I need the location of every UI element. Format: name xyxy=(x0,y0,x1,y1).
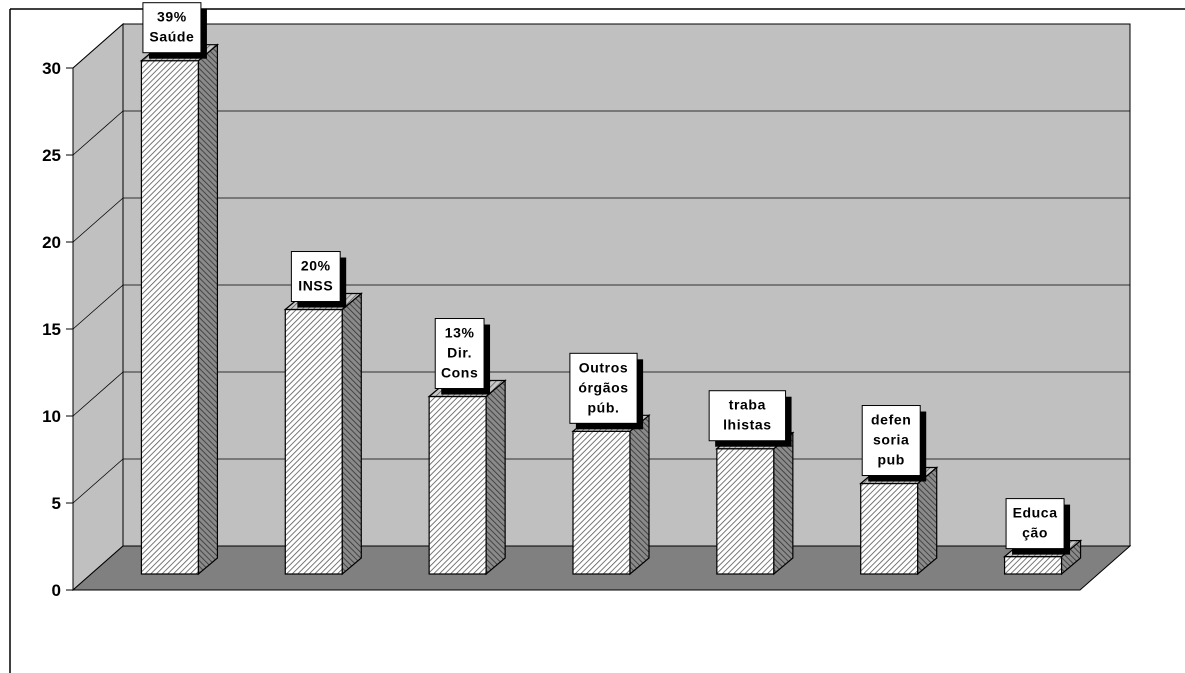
data-label-box xyxy=(434,318,485,390)
data-label: Outros órgãos púb. xyxy=(569,352,644,430)
data-label: Educa ção xyxy=(1005,498,1071,555)
data-label-text: soria xyxy=(873,432,909,448)
data-label-text: Saúde xyxy=(149,29,194,45)
data-label-text: ção xyxy=(1022,525,1048,541)
bar-side xyxy=(485,379,506,576)
data-label-box xyxy=(861,405,921,477)
data-label-text: INSS xyxy=(298,278,333,294)
data-label-text: Outros xyxy=(579,359,629,375)
y-tick-label: 10 xyxy=(42,407,61,426)
bar-side xyxy=(773,431,794,576)
data-label-box xyxy=(290,251,341,303)
gridline-side xyxy=(72,458,124,504)
data-label-box xyxy=(708,390,787,442)
data-label-text: órgãos xyxy=(578,379,628,395)
data-label-text: 20% xyxy=(301,258,331,274)
bar xyxy=(427,379,507,576)
bar-front xyxy=(428,395,487,575)
y-tick-label: 25 xyxy=(42,146,61,165)
y-tick-label: 15 xyxy=(42,320,61,339)
data-label-text: traba xyxy=(729,397,766,413)
bar-front xyxy=(572,430,631,575)
y-tick-label: 5 xyxy=(52,494,61,513)
gridline-side xyxy=(72,284,124,330)
bar xyxy=(859,466,939,576)
bar-front xyxy=(140,60,200,575)
bar xyxy=(715,431,795,576)
data-label-text: Educa xyxy=(1013,505,1058,521)
bar xyxy=(283,292,363,576)
data-label-text: 39% xyxy=(157,9,187,25)
bar-front xyxy=(1003,555,1063,575)
data-label-box xyxy=(1005,498,1065,550)
data-label: 13% Dir. Cons xyxy=(434,318,491,395)
bar-front xyxy=(284,308,343,575)
gridline-side xyxy=(72,371,124,417)
data-label-text: Dir. xyxy=(447,345,472,361)
bar-side xyxy=(917,466,938,576)
data-label-text: 13% xyxy=(445,325,475,341)
bar-front xyxy=(716,448,775,575)
y-tick-label: 0 xyxy=(52,581,61,600)
data-label-text: lhistas xyxy=(723,417,772,433)
bar xyxy=(139,43,220,576)
data-label: defen soria pub xyxy=(861,405,927,482)
data-label-text: Cons xyxy=(441,365,478,381)
bar xyxy=(571,414,651,576)
gridline-side xyxy=(72,197,124,243)
data-label: 39% Saúde xyxy=(142,2,207,59)
gridline-side xyxy=(72,110,124,156)
gridline-side xyxy=(72,23,124,69)
data-label-box xyxy=(569,352,638,424)
data-label-text: pub xyxy=(877,452,904,468)
data-label: 20% INSS xyxy=(290,251,347,308)
data-label-text: defen xyxy=(871,412,911,428)
data-label-text: púb. xyxy=(588,399,620,415)
bar-side xyxy=(341,292,362,576)
data-label: traba lhistas xyxy=(708,390,792,447)
y-tick-label: 30 xyxy=(42,59,61,78)
bar-front xyxy=(860,482,919,575)
y-tick-label: 20 xyxy=(42,233,61,252)
bar-side xyxy=(197,43,219,576)
data-label-box xyxy=(142,2,202,54)
bar-side xyxy=(629,414,650,576)
